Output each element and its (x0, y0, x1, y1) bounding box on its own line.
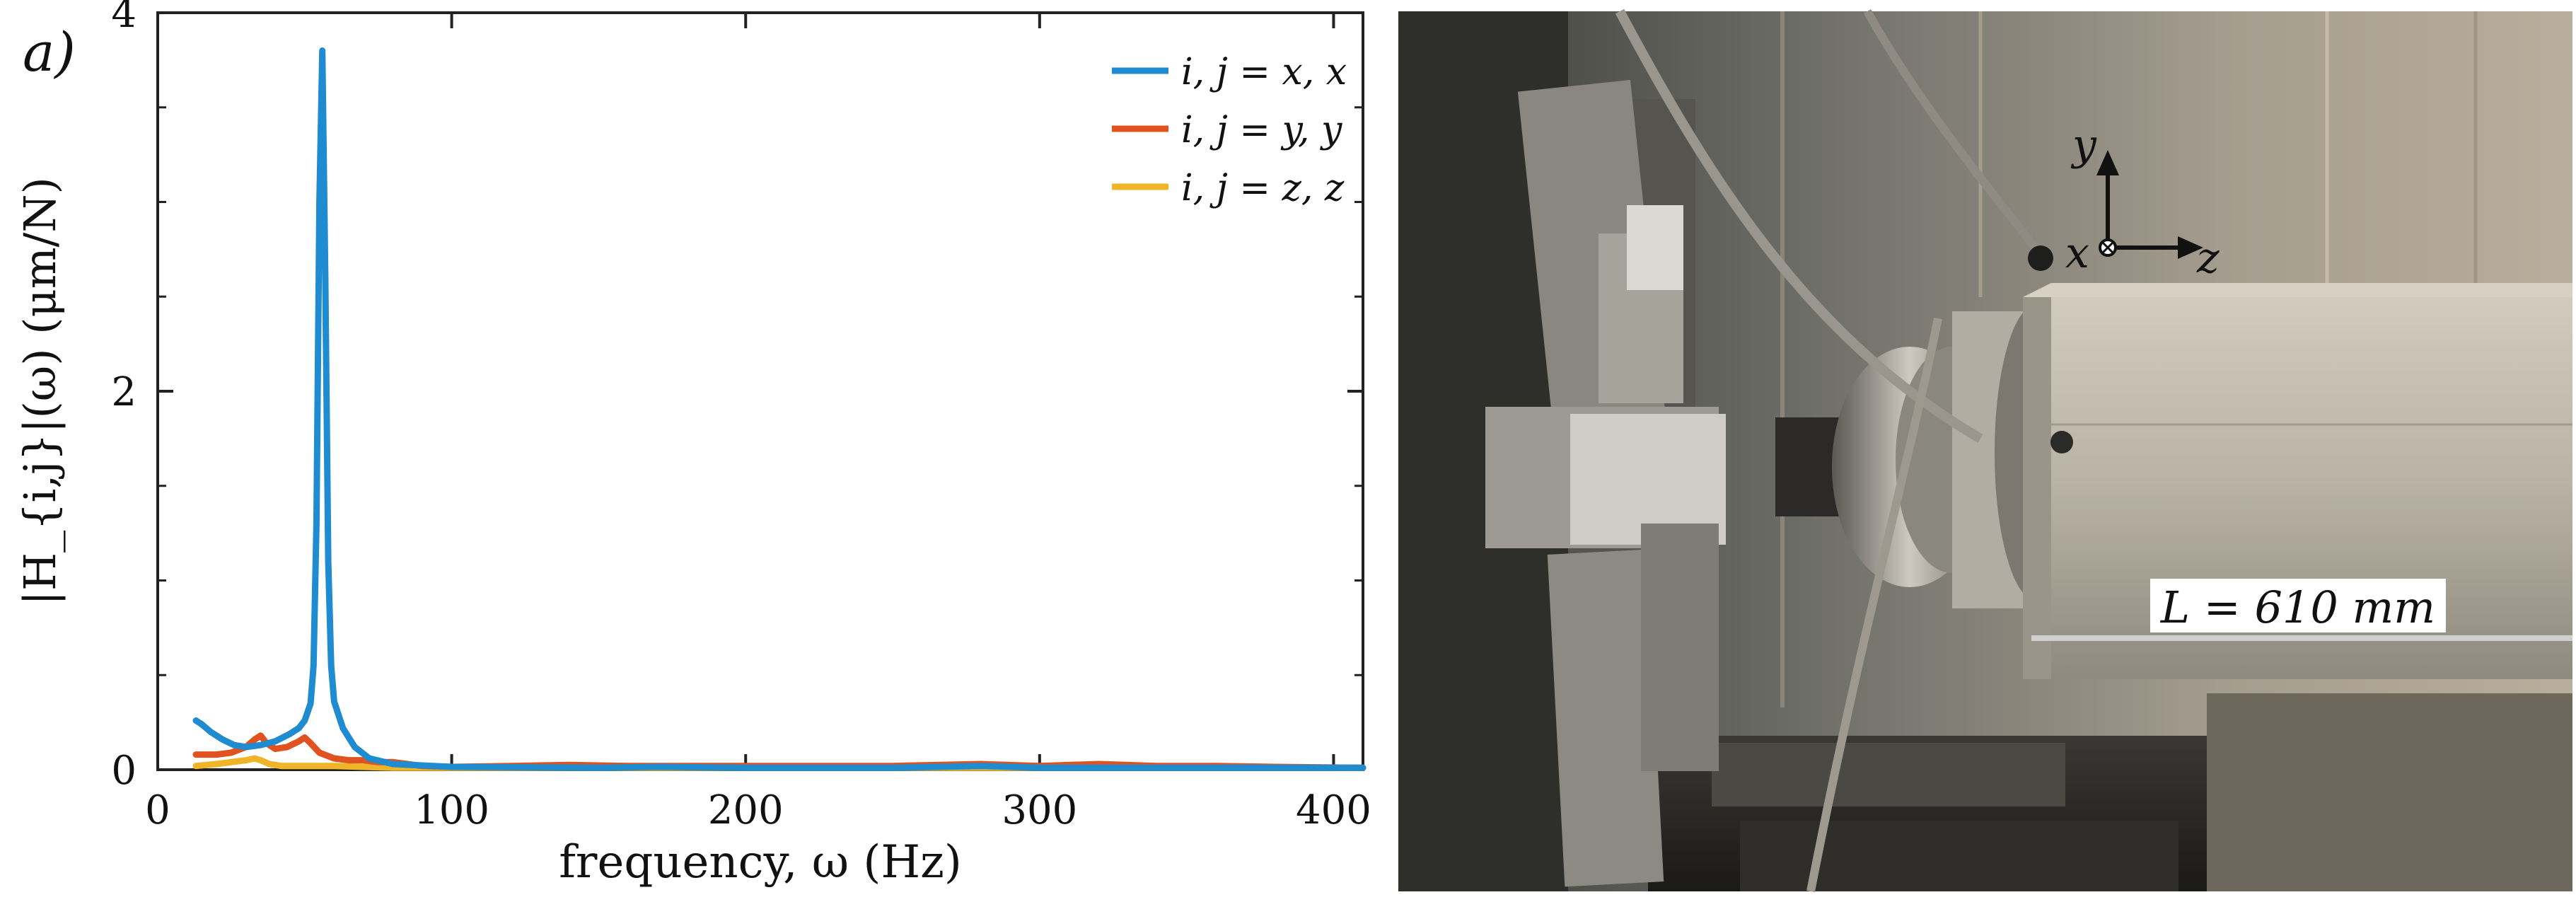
y-tick-label: 4 (111, 0, 137, 37)
x-tick-label: 300 (1002, 787, 1077, 833)
panel-a-label: a) (23, 21, 76, 83)
axis-z-label: z (2196, 233, 2220, 283)
lathe-photo: L = 610 mm y x z (1398, 8, 2572, 893)
y-tick-label: 2 (111, 369, 137, 415)
legend: i, j = x, x i, j = y, y i, j = z, z (1112, 51, 1347, 209)
x-tick-label: 0 (145, 787, 170, 833)
coordinate-axes: y x z (2065, 120, 2220, 283)
legend-label: i, j = x, x (1181, 51, 1347, 93)
x-tick-label: 200 (708, 787, 784, 833)
x-tick-label: 400 (1296, 787, 1371, 833)
y-axis-ticks: 0 2 4 (111, 0, 1363, 794)
series-line-0 (192, 47, 1367, 771)
legend-label: i, j = y, y (1181, 109, 1342, 151)
axis-x-label: x (2065, 229, 2089, 278)
plot-frame (156, 11, 1364, 771)
length-label: L = 610 mm (2160, 582, 2435, 633)
legend-label: i, j = z, z (1181, 167, 1345, 209)
y-tick-label: 0 (111, 748, 137, 794)
x-tick-label: 100 (414, 787, 489, 833)
panel-b: b) (1398, 8, 2572, 893)
data-series (192, 47, 1367, 771)
x-axis-label: frequency, ω (Hz) (559, 836, 962, 889)
y-axis-label: |H_{i,j}|(ω) (μm/N) (14, 177, 66, 606)
x-axis-ticks: 0 100 200 300 400 (145, 13, 1371, 833)
length-label-box (2150, 579, 2446, 632)
panel-a: a) 0 2 4 0 100 200 300 400 i, j = x, x i, j = y… (14, 0, 1371, 889)
axis-y-label: y (2070, 120, 2097, 170)
